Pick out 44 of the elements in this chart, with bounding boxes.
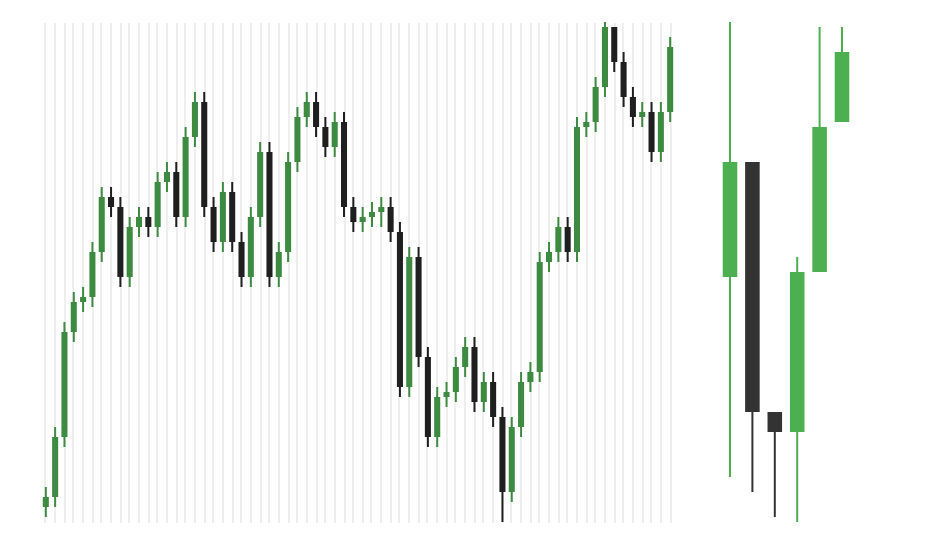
candlestick (378, 196, 385, 228)
candlestick (387, 196, 394, 243)
candlestick (639, 101, 646, 128)
candlestick (443, 381, 450, 408)
candlestick (611, 26, 618, 73)
candlestick (108, 186, 115, 218)
candlestick (135, 206, 143, 238)
candlestick (359, 206, 366, 233)
candlestick (452, 356, 459, 403)
candlestick (154, 171, 161, 238)
candlestick (564, 216, 571, 263)
candlestick (480, 371, 487, 413)
candlestick (303, 91, 310, 128)
candlestick (294, 106, 301, 173)
candlestick (434, 386, 441, 448)
candlestick (546, 241, 553, 273)
candlestick (583, 111, 590, 138)
candlestick (145, 206, 152, 238)
candlestick (629, 86, 636, 128)
candlestick (648, 101, 655, 163)
candlestick (210, 196, 217, 253)
candlestick (592, 76, 599, 133)
candlestick (368, 201, 376, 228)
candlestick (173, 161, 180, 228)
candlestick (767, 411, 783, 518)
candlestick (657, 101, 664, 163)
candlestick (238, 231, 245, 288)
candlestick (89, 241, 96, 308)
candlestick (80, 286, 87, 313)
candlestick (70, 291, 77, 343)
candlestick (518, 371, 525, 438)
candlestick (275, 241, 282, 288)
candlestick (490, 371, 497, 428)
candlestick (191, 91, 198, 148)
candlestick (350, 196, 357, 233)
candlestick (555, 216, 562, 263)
candlestick (322, 116, 329, 158)
candlestick (527, 361, 534, 393)
candlestick (620, 51, 627, 108)
candlestick (163, 161, 170, 193)
candlestick (331, 111, 338, 158)
candlestick (42, 486, 49, 518)
candlestick (462, 336, 469, 378)
candlestick (313, 91, 320, 138)
